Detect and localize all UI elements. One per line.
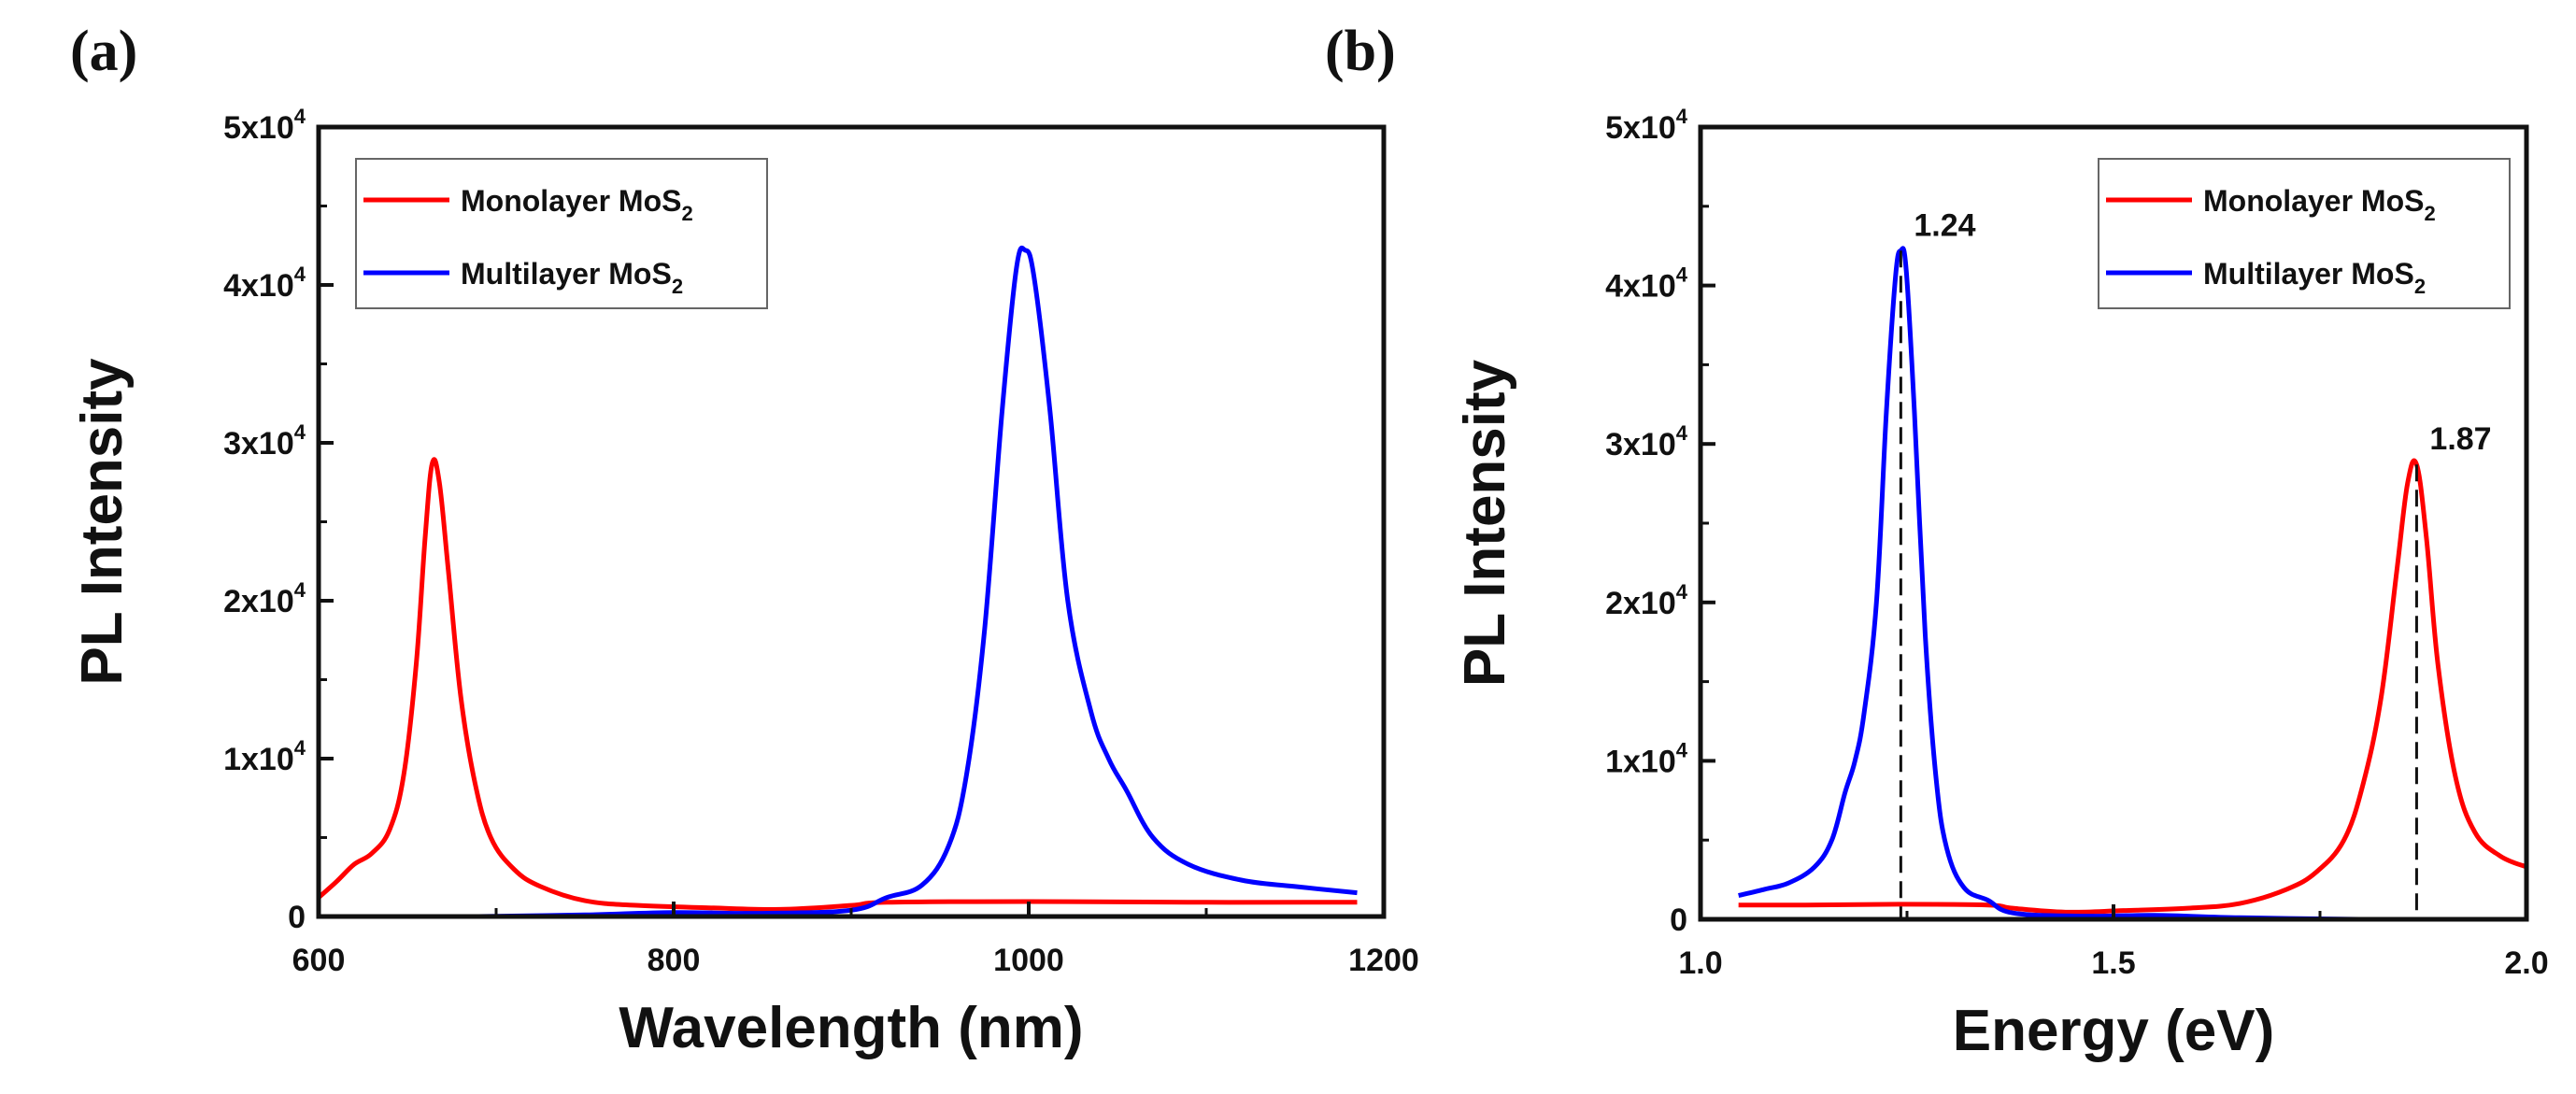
y-tick-exponent: 4 bbox=[1676, 263, 1688, 287]
y-tick-exponent: 4 bbox=[294, 263, 306, 286]
y-tick-label: 0 bbox=[288, 900, 306, 935]
legend-entry-subscript: 2 bbox=[2414, 275, 2426, 298]
x-tick-label: 1200 bbox=[1348, 943, 1419, 978]
chart-panel-a: (a)600 800 1000 120001x1042x1043x1044x1045x… bbox=[70, 20, 1419, 1060]
y-tick-exponent: 4 bbox=[1676, 580, 1688, 604]
y-tick-label: 5x104 bbox=[223, 105, 306, 146]
y-axis-label: PL Intensity bbox=[70, 358, 135, 686]
x-tick-label: 2.0 bbox=[2504, 945, 2548, 981]
y-tick-mantissa: 0 bbox=[288, 900, 306, 935]
y-tick-mantissa: 3x10 bbox=[1605, 427, 1676, 462]
y-tick-mantissa: 4x10 bbox=[223, 268, 294, 304]
legend-entry-name: Multilayer MoS bbox=[2203, 257, 2414, 291]
y-tick-label: 0 bbox=[1670, 902, 1687, 938]
legend-entry-name: Multilayer MoS bbox=[461, 257, 672, 291]
legend-entry-subscript: 2 bbox=[2424, 202, 2435, 225]
y-tick-label: 4x104 bbox=[223, 263, 306, 304]
y-tick-label: 1x104 bbox=[1605, 738, 1688, 779]
x-tick-label: 600 bbox=[292, 943, 346, 978]
legend-entry: Multilayer MoS2 bbox=[2203, 257, 2426, 298]
y-tick-mantissa: 2x10 bbox=[223, 584, 294, 619]
y-tick-label: 1x104 bbox=[223, 736, 306, 777]
legend-entry-name: Monolayer MoS bbox=[461, 184, 681, 218]
y-tick-exponent: 4 bbox=[1676, 421, 1688, 445]
y-tick-mantissa: 2x10 bbox=[1605, 586, 1676, 621]
y-tick-label: 5x104 bbox=[1605, 105, 1688, 146]
panel-label: (b) bbox=[1325, 20, 1396, 83]
legend-entry-subscript: 2 bbox=[681, 202, 692, 225]
legend-entry: Multilayer MoS2 bbox=[461, 257, 683, 298]
peak-annotation: 1.24 bbox=[1914, 207, 1975, 243]
series-line-monolayer bbox=[317, 457, 1358, 912]
y-tick-exponent: 4 bbox=[294, 578, 306, 602]
y-tick-exponent: 4 bbox=[1676, 738, 1688, 761]
series-line-monolayer bbox=[1738, 458, 2527, 915]
y-axis-label: PL Intensity bbox=[1453, 359, 1517, 687]
legend-entry: Monolayer MoS2 bbox=[2203, 184, 2436, 225]
legend-entry-name: Monolayer MoS bbox=[2203, 184, 2424, 218]
x-tick-label: 1000 bbox=[993, 943, 1064, 978]
y-tick-exponent: 4 bbox=[1676, 105, 1688, 128]
legend-box bbox=[2098, 158, 2511, 309]
y-tick-label: 3x104 bbox=[223, 420, 306, 462]
y-tick-mantissa: 4x10 bbox=[1605, 269, 1676, 305]
x-axis-label: Wavelength (nm) bbox=[619, 996, 1083, 1060]
y-tick-label: 3x104 bbox=[1605, 421, 1688, 462]
legend-entry: Monolayer MoS2 bbox=[461, 184, 693, 225]
x-tick-label: 800 bbox=[648, 943, 701, 978]
y-tick-mantissa: 1x10 bbox=[1605, 744, 1676, 779]
series-line-multilayer bbox=[477, 245, 1358, 919]
legend-entry-subscript: 2 bbox=[672, 275, 683, 298]
y-tick-mantissa: 5x10 bbox=[223, 110, 294, 146]
y-tick-mantissa: 1x10 bbox=[223, 742, 294, 777]
y-tick-exponent: 4 bbox=[294, 420, 306, 444]
x-axis-label: Energy (eV) bbox=[1953, 999, 2275, 1063]
y-tick-label: 2x104 bbox=[1605, 580, 1688, 621]
peak-annotation: 1.87 bbox=[2429, 421, 2491, 457]
y-tick-exponent: 4 bbox=[294, 105, 306, 128]
y-tick-mantissa: 0 bbox=[1670, 902, 1687, 938]
chart-panel-b: (b)1.241.871.0 1.5 2.001x1042x1043x1044x10… bbox=[1325, 20, 2549, 1063]
series-line-multilayer bbox=[1738, 246, 2359, 922]
y-tick-label: 4x104 bbox=[1605, 263, 1688, 305]
y-tick-mantissa: 3x10 bbox=[223, 426, 294, 462]
panel-label: (a) bbox=[70, 20, 137, 83]
y-tick-exponent: 4 bbox=[294, 736, 306, 760]
y-tick-label: 2x104 bbox=[223, 578, 306, 619]
legend-box bbox=[355, 158, 768, 309]
y-tick-mantissa: 5x10 bbox=[1605, 110, 1676, 146]
x-tick-label: 1.5 bbox=[2091, 945, 2135, 981]
x-tick-label: 1.0 bbox=[1678, 945, 1722, 981]
